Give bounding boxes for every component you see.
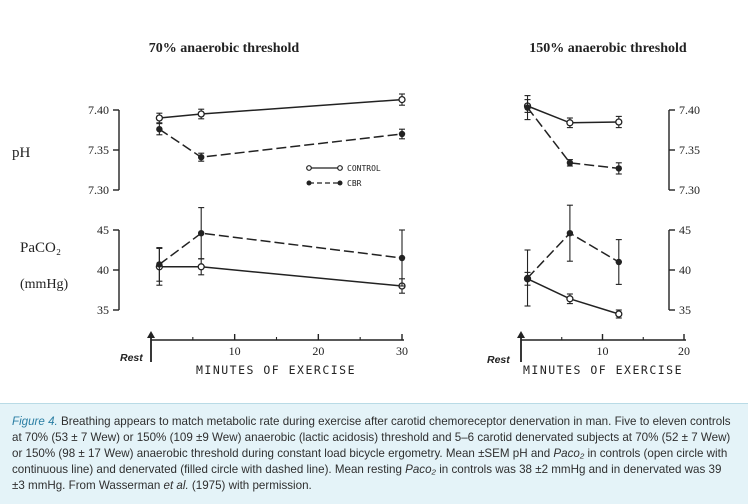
x-axis-title-70: MINUTES OF EXERCISE	[196, 363, 356, 377]
ph-axis-title: pH	[12, 145, 31, 161]
x-tick-label: 20	[312, 344, 324, 358]
y-tick-label: 45	[97, 223, 109, 237]
legend: CONTROL CBR	[306, 164, 381, 188]
rest-arrow-head	[517, 331, 525, 338]
data-point-control	[197, 110, 205, 118]
x-tick-label: 20	[678, 344, 690, 358]
series-line-control	[527, 105, 619, 124]
series-line-cbr	[158, 232, 403, 266]
data-point-cbr	[524, 104, 531, 111]
data-point-cbr	[566, 159, 574, 166]
y-tick-label: 7.30	[679, 183, 700, 197]
caption-etal: et al.	[163, 479, 189, 492]
caption-text-3: in controls was 38 ±2 mmHg and in denerv…	[12, 463, 722, 492]
series-line-control	[527, 278, 620, 315]
legend-cbr-label: CBR	[347, 179, 362, 188]
data-point-control	[566, 119, 574, 127]
data-point-control	[566, 295, 574, 303]
data-point-cbr	[615, 258, 622, 266]
paco2-unit-label: (mmHg)	[20, 277, 69, 292]
y-tick-label: 45	[679, 223, 691, 237]
rest-label-150: Rest	[487, 354, 510, 366]
legend-control-marker	[337, 165, 343, 171]
caption-text-2: in controls (open circle with continuous…	[12, 447, 728, 476]
legend-cbr-marker	[337, 180, 343, 186]
chart-svg: 70% anaerobic threshold 150% anaerobic t…	[12, 41, 700, 377]
y-tick-label: 7.40	[88, 103, 109, 117]
series-line-cbr	[526, 232, 620, 279]
data-point-cbr	[524, 274, 531, 282]
paco2-axis-title: PaCO₂	[20, 240, 61, 256]
y-tick-label: 7.30	[88, 183, 109, 197]
data-point-cbr	[156, 126, 163, 133]
figure-caption: Figure 4. Breathing appears to match met…	[0, 403, 748, 504]
legend-control-marker	[306, 165, 312, 171]
panel-title-70: 70% anaerobic threshold	[149, 41, 300, 56]
data-point-control	[398, 95, 406, 104]
rest-label-70: Rest	[120, 352, 143, 364]
data-point-cbr	[566, 230, 574, 237]
data-point-cbr	[198, 154, 205, 161]
caption-text: Breathing appears to match metabolic rat…	[12, 415, 731, 460]
data-point-cbr	[156, 261, 163, 268]
y-tick-label: 40	[97, 263, 109, 277]
data-point-cbr	[615, 165, 622, 172]
x-tick-label: 10	[597, 344, 609, 358]
y-tick-label: 7.35	[88, 143, 109, 157]
data-point-control	[155, 114, 164, 122]
series-line-cbr	[158, 128, 403, 158]
data-point-cbr	[398, 254, 406, 262]
y-tick-label: 35	[679, 303, 691, 317]
x-axis-title-150: MINUTES OF EXERCISE	[523, 363, 683, 377]
series-line-cbr	[526, 107, 619, 170]
y-tick-label: 40	[679, 263, 691, 277]
y-tick-label: 35	[97, 303, 109, 317]
x-tick-label: 30	[396, 344, 408, 358]
y-tick-label: 7.35	[679, 143, 700, 157]
data-point-cbr	[398, 130, 406, 138]
series-line-control	[159, 98, 403, 119]
data-point-control	[615, 310, 623, 318]
caption-paco2-symbol: Paco₂	[405, 463, 436, 476]
legend-cbr-marker	[306, 180, 312, 186]
caption-figure-label: Figure 4.	[12, 415, 58, 428]
panel-title-150: 150% anaerobic threshold	[529, 41, 687, 56]
caption-text-4: (1975) with permission.	[188, 479, 312, 492]
caption-paco2-symbol: Paco₂	[553, 447, 585, 460]
rest-arrow-head	[147, 331, 155, 338]
data-point-cbr	[198, 230, 205, 237]
data-point-control	[615, 118, 623, 126]
x-tick-label: 10	[229, 344, 241, 358]
y-tick-label: 7.40	[679, 103, 700, 117]
chart-marks: 7.40 7.35 7.30 45 40 35 10 20 30 7.40 7.35 7.30 45 40…	[88, 93, 700, 362]
data-point-control	[197, 263, 205, 271]
series-line-control	[159, 266, 403, 287]
legend-control-label: CONTROL	[347, 164, 381, 173]
